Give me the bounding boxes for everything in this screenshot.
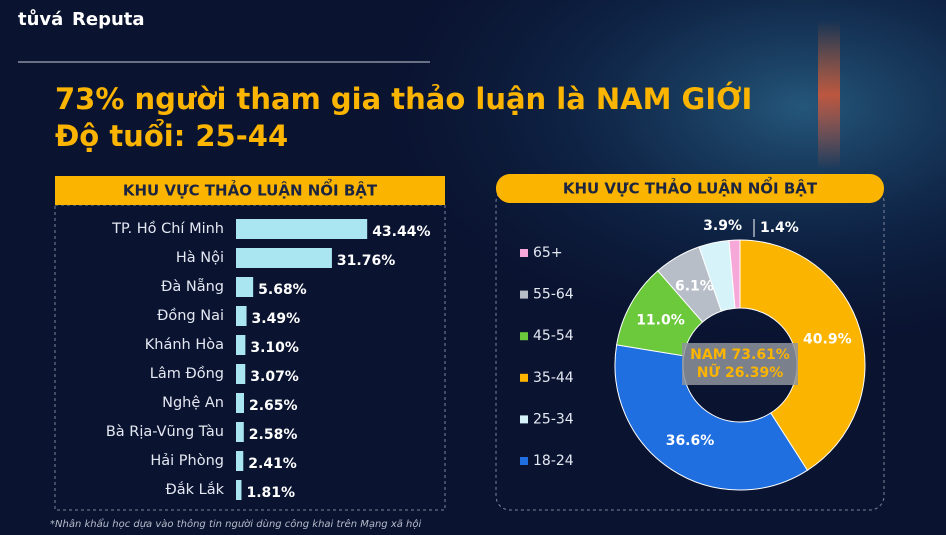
value-label: 3.49% <box>252 311 301 327</box>
center-label: NỮ 26.39% <box>697 363 784 381</box>
bar <box>236 248 332 268</box>
value-label: 2.41% <box>248 456 297 472</box>
background-streak <box>818 20 840 170</box>
legend-swatch <box>520 290 528 299</box>
donut-slice <box>739 239 866 471</box>
donut-slice <box>728 239 741 309</box>
bar <box>236 393 245 413</box>
legend-label: 18-24 <box>533 453 574 469</box>
legend-label: 55-64 <box>533 287 574 303</box>
slice-label: 1.4% <box>760 220 799 236</box>
center-box <box>682 343 798 385</box>
panel-title: KHU VỰC THẢO LUẬN NỔI BẬT <box>563 176 818 198</box>
value-label: 43.44% <box>372 224 430 240</box>
slice-label: 6.1% <box>675 278 714 294</box>
legend-label: 45-54 <box>533 328 574 344</box>
logo-right: Reputa <box>72 9 145 30</box>
category-label: Lâm Đồng <box>150 365 224 382</box>
footnote: *Nhân khẩu học dựa vào thông tin người d… <box>50 517 422 530</box>
value-label: 3.07% <box>250 369 299 385</box>
panel-header <box>55 176 445 205</box>
legend-swatch <box>520 332 528 341</box>
legend-swatch <box>520 457 528 465</box>
slice-label: 40.9% <box>803 331 852 347</box>
title-line: Độ tuổi: 25-44 <box>55 119 288 153</box>
bar <box>236 306 247 326</box>
value-label: 3.10% <box>250 340 299 356</box>
category-label: Đà Nẵng <box>161 278 224 295</box>
panel-title: KHU VỰC THẢO LUẬN NỔI BẬT <box>123 178 378 200</box>
panel-header <box>496 174 884 203</box>
logo-left: tůvá <box>18 8 63 30</box>
bar <box>236 451 244 471</box>
bar <box>236 364 246 384</box>
slice-label: 3.9% <box>703 218 742 234</box>
category-label: Khánh Hòa <box>145 337 224 353</box>
category-label: Bà Rịa-Vũng Tàu <box>106 424 224 440</box>
value-label: 2.58% <box>249 427 298 443</box>
bar <box>236 480 242 500</box>
value-label: 1.81% <box>246 485 295 501</box>
category-label: TP. Hồ Chí Minh <box>111 220 224 237</box>
category-label: Đắk Lắk <box>166 481 225 498</box>
slice-label: 36.6% <box>666 433 715 449</box>
bar <box>236 277 254 297</box>
legend-swatch <box>520 373 528 382</box>
title-line: 73% người tham gia thảo luận là NAM GIỚI <box>55 82 752 116</box>
category-label: Nghệ An <box>162 395 224 411</box>
slice-label: 11.0% <box>636 313 685 329</box>
legend-swatch <box>520 249 528 257</box>
category-label: Hải Phòng <box>150 453 224 469</box>
donut-slice <box>614 344 809 491</box>
value-label: 5.68% <box>258 282 307 298</box>
category-label: Đồng Nai <box>157 307 224 324</box>
legend-swatch <box>520 415 528 424</box>
legend-label: 25-34 <box>533 411 574 427</box>
category-label: Hà Nội <box>176 250 224 266</box>
legend-label: 35-44 <box>533 370 574 386</box>
bar <box>236 422 244 442</box>
value-label: 31.76% <box>337 253 395 269</box>
value-label: 2.65% <box>249 398 298 414</box>
bar <box>236 335 246 355</box>
bar <box>236 219 368 239</box>
legend-label: 65+ <box>533 245 563 261</box>
center-label: NAM 73.61% <box>690 347 790 363</box>
